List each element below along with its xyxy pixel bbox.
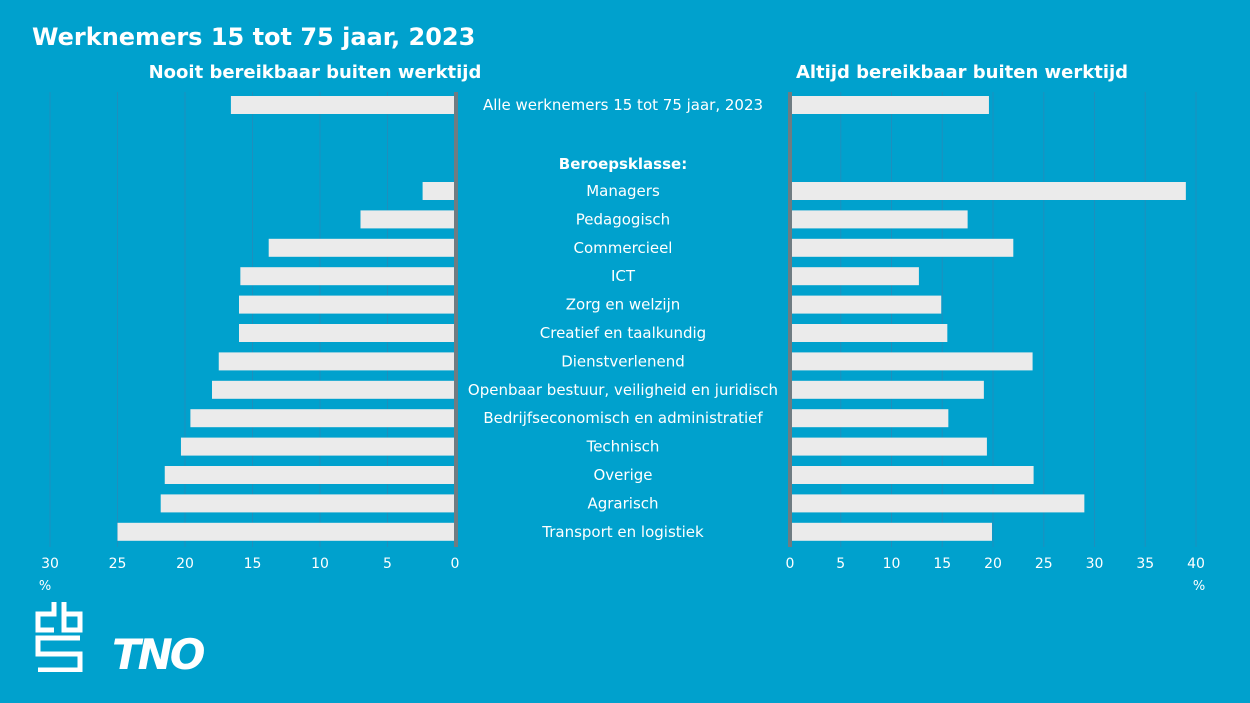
category-label: Bedrijfseconomisch en administratief <box>483 409 763 427</box>
axes: 30 25 20 15 10 5 0 0 5 10 15 20 25 30 35 40 <box>41 92 1205 572</box>
right-tick-label: 15 <box>933 556 951 572</box>
category-label: Agrarisch <box>587 494 658 512</box>
left-tick-label: 15 <box>244 556 262 572</box>
right-tick-label: 40 <box>1187 556 1205 572</box>
left-zero-axis <box>454 92 458 547</box>
right-panel-title: Altijd bereikbaar buiten werktijd <box>796 62 1128 83</box>
grid <box>49 92 1197 547</box>
bar-nooit <box>160 494 455 513</box>
bar-altijd <box>790 238 1014 257</box>
bars <box>117 96 1186 541</box>
bar-nooit <box>180 437 455 456</box>
bar-altijd <box>790 380 984 399</box>
bar-altijd <box>790 324 948 342</box>
bar-altijd <box>790 295 942 314</box>
category-label: Transport en logistiek <box>541 523 704 541</box>
right-tick-label: 30 <box>1086 556 1104 572</box>
category-label: ICT <box>611 267 636 285</box>
bar-nooit <box>212 380 455 399</box>
category-label: Zorg en welzijn <box>566 296 681 314</box>
category-label: Technisch <box>586 438 660 456</box>
bar-altijd <box>790 210 968 229</box>
left-tick-label: 20 <box>176 556 194 572</box>
bar-nooit <box>268 238 455 257</box>
category-label: Openbaar bestuur, veiligheid en juridisc… <box>468 381 778 399</box>
bar-altijd-total <box>790 96 989 114</box>
total-label: Alle werknemers 15 tot 75 jaar, 2023 <box>483 96 763 114</box>
bar-nooit-total <box>230 96 455 114</box>
bar-altijd <box>790 352 1033 371</box>
right-tick-label: 35 <box>1136 556 1154 572</box>
left-panel-title: Nooit bereikbaar buiten werktijd <box>149 62 482 83</box>
bar-nooit <box>218 352 455 371</box>
tno-logo: TNO <box>112 631 208 675</box>
bar-nooit <box>239 324 455 342</box>
bar-altijd <box>790 494 1085 513</box>
left-tick-label: 0 <box>451 556 460 572</box>
labels: Alle werknemers 15 tot 75 jaar, 2023 Mana… <box>468 96 778 541</box>
bar-nooit <box>239 295 455 314</box>
left-tick-label: 30 <box>41 556 59 572</box>
right-zero-axis <box>788 92 792 547</box>
bar-nooit <box>360 210 455 229</box>
left-tick-label: 10 <box>311 556 329 572</box>
bar-altijd <box>790 466 1034 484</box>
bar-nooit <box>422 182 455 200</box>
bar-nooit <box>240 267 455 286</box>
left-tick-label: 25 <box>109 556 127 572</box>
category-label: Dienstverlenend <box>561 352 685 370</box>
svg-text:TNO: TNO <box>112 631 205 675</box>
right-tick-label: 5 <box>836 556 845 572</box>
bar-nooit <box>117 522 455 541</box>
bar-nooit <box>190 409 455 428</box>
bar-altijd <box>790 182 1186 200</box>
right-tick-label: 25 <box>1035 556 1053 572</box>
bar-altijd <box>790 522 992 541</box>
group-label: Beroepsklasse: <box>559 155 687 173</box>
category-label: Overige <box>594 466 653 484</box>
right-tick-label: 10 <box>883 556 901 572</box>
left-unit-label: % <box>39 579 51 594</box>
bar-altijd <box>790 267 919 286</box>
right-tick-label: 20 <box>984 556 1002 572</box>
chart-title: Werknemers 15 tot 75 jaar, 2023 <box>32 23 475 51</box>
category-label: Creatief en taalkundig <box>540 324 706 342</box>
category-label: Commercieel <box>574 239 673 257</box>
right-unit-label: % <box>1193 579 1205 594</box>
cbs-logo <box>35 602 83 672</box>
category-label: Managers <box>586 182 660 200</box>
bar-altijd <box>790 437 987 456</box>
category-label: Pedagogisch <box>576 210 670 228</box>
bar-altijd <box>790 409 949 428</box>
bar-nooit <box>164 466 455 484</box>
right-tick-label: 0 <box>786 556 795 572</box>
left-tick-label: 5 <box>383 556 392 572</box>
